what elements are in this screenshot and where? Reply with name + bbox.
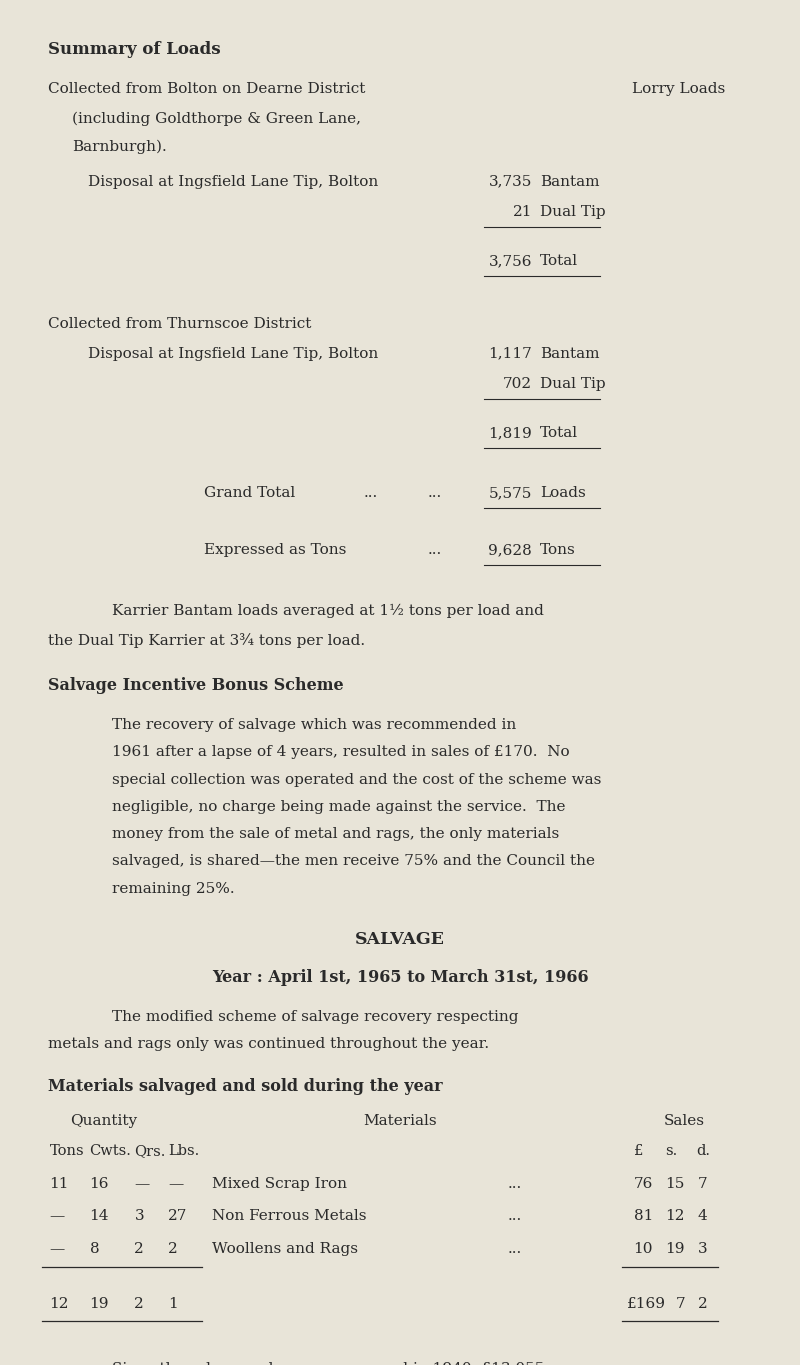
Text: —: — [134,1177,150,1190]
Text: 14: 14 [90,1209,109,1223]
Text: Total: Total [540,426,578,440]
Text: Tons: Tons [50,1144,84,1158]
Text: ...: ... [508,1209,522,1223]
Text: 8: 8 [90,1242,99,1256]
Text: ...: ... [508,1177,522,1190]
Text: Total: Total [540,254,578,268]
Text: 2: 2 [134,1297,144,1310]
Text: 27: 27 [168,1209,187,1223]
Text: Grand Total: Grand Total [204,486,295,500]
Text: 15: 15 [666,1177,685,1190]
Text: 3: 3 [698,1242,707,1256]
Text: Disposal at Ingsfield Lane Tip, Bolton: Disposal at Ingsfield Lane Tip, Bolton [88,175,378,188]
Text: Year : April 1st, 1965 to March 31st, 1966: Year : April 1st, 1965 to March 31st, 19… [212,969,588,986]
Text: Collected from Thurnscoe District: Collected from Thurnscoe District [48,317,311,330]
Text: ...: ... [428,543,442,557]
Text: Disposal at Ingsfield Lane Tip, Bolton: Disposal at Ingsfield Lane Tip, Bolton [88,347,378,360]
Text: the Dual Tip Karrier at 3¾ tons per load.: the Dual Tip Karrier at 3¾ tons per load… [48,633,365,648]
Text: 19: 19 [90,1297,109,1310]
Text: SALVAGE: SALVAGE [355,931,445,947]
Text: 7: 7 [676,1297,686,1310]
Text: remaining 25%.: remaining 25%. [112,882,234,895]
Text: Collected from Bolton on Dearne District: Collected from Bolton on Dearne District [48,82,366,96]
Text: Materials: Materials [363,1114,437,1127]
Text: 12: 12 [50,1297,69,1310]
Text: Dual Tip: Dual Tip [540,377,606,390]
Text: Expressed as Tons: Expressed as Tons [204,543,346,557]
Text: Materials salvaged and sold during the year: Materials salvaged and sold during the y… [48,1078,442,1095]
Text: —: — [50,1209,65,1223]
Text: ...: ... [508,1242,522,1256]
Text: 3,756: 3,756 [489,254,532,268]
Text: 16: 16 [90,1177,109,1190]
Text: d.: d. [696,1144,710,1158]
Text: Karrier Bantam loads averaged at 1½ tons per load and: Karrier Bantam loads averaged at 1½ tons… [112,603,544,617]
Text: Dual Tip: Dual Tip [540,205,606,218]
Text: Lorry Loads: Lorry Loads [632,82,726,96]
Text: s.: s. [666,1144,678,1158]
Text: Barnburgh).: Barnburgh). [72,139,166,154]
Text: Summary of Loads: Summary of Loads [48,41,221,57]
Text: 1,117: 1,117 [488,347,532,360]
Text: 9,628: 9,628 [488,543,532,557]
Text: 4: 4 [698,1209,707,1223]
Text: 81: 81 [634,1209,653,1223]
Text: 7: 7 [698,1177,707,1190]
Text: 5,575: 5,575 [489,486,532,500]
Text: salvaged, is shared—the men receive 75% and the Council the: salvaged, is shared—the men receive 75% … [112,854,595,868]
Text: The modified scheme of salvage recovery respecting: The modified scheme of salvage recovery … [112,1010,518,1024]
Text: 1: 1 [168,1297,178,1310]
Text: special collection was operated and the cost of the scheme was: special collection was operated and the … [112,773,602,786]
Text: 2: 2 [168,1242,178,1256]
Text: Sales: Sales [663,1114,705,1127]
Text: 10: 10 [634,1242,653,1256]
Text: money from the sale of metal and rags, the only materials: money from the sale of metal and rags, t… [112,827,559,841]
Text: Loads: Loads [540,486,586,500]
Text: 12: 12 [666,1209,685,1223]
Text: Lbs.: Lbs. [168,1144,199,1158]
Text: 1961 after a lapse of 4 years, resulted in sales of £170.  No: 1961 after a lapse of 4 years, resulted … [112,745,570,759]
Text: 3,735: 3,735 [489,175,532,188]
Text: —: — [168,1177,183,1190]
Text: metals and rags only was continued throughout the year.: metals and rags only was continued throu… [48,1037,489,1051]
Text: 2: 2 [134,1242,144,1256]
Text: £169: £169 [627,1297,666,1310]
Text: Bantam: Bantam [540,347,599,360]
Text: £: £ [634,1144,643,1158]
Text: negligible, no charge being made against the service.  The: negligible, no charge being made against… [112,800,566,814]
Text: 11: 11 [50,1177,69,1190]
Text: 3: 3 [134,1209,144,1223]
Text: Qrs.: Qrs. [134,1144,166,1158]
Text: 21: 21 [513,205,532,218]
Text: Quantity: Quantity [70,1114,138,1127]
Text: 1,819: 1,819 [488,426,532,440]
Text: Non Ferrous Metals: Non Ferrous Metals [212,1209,366,1223]
Text: Mixed Scrap Iron: Mixed Scrap Iron [212,1177,347,1190]
Text: —: — [50,1242,65,1256]
Text: 76: 76 [634,1177,653,1190]
Text: Cwts.: Cwts. [90,1144,131,1158]
Text: (including Goldthorpe & Green Lane,: (including Goldthorpe & Green Lane, [72,112,361,127]
Text: 702: 702 [503,377,532,390]
Text: Bantam: Bantam [540,175,599,188]
Text: ...: ... [428,486,442,500]
Text: The recovery of salvage which was recommended in: The recovery of salvage which was recomm… [112,718,516,732]
Text: Tons: Tons [540,543,576,557]
Text: Woollens and Rags: Woollens and Rags [212,1242,358,1256]
Text: ...: ... [364,486,378,500]
Text: 2: 2 [698,1297,707,1310]
Text: 19: 19 [666,1242,685,1256]
Text: Salvage Incentive Bonus Scheme: Salvage Incentive Bonus Scheme [48,677,344,693]
Text: Since the salvage scheme commenced in 1940, £13,055: Since the salvage scheme commenced in 19… [112,1362,544,1365]
